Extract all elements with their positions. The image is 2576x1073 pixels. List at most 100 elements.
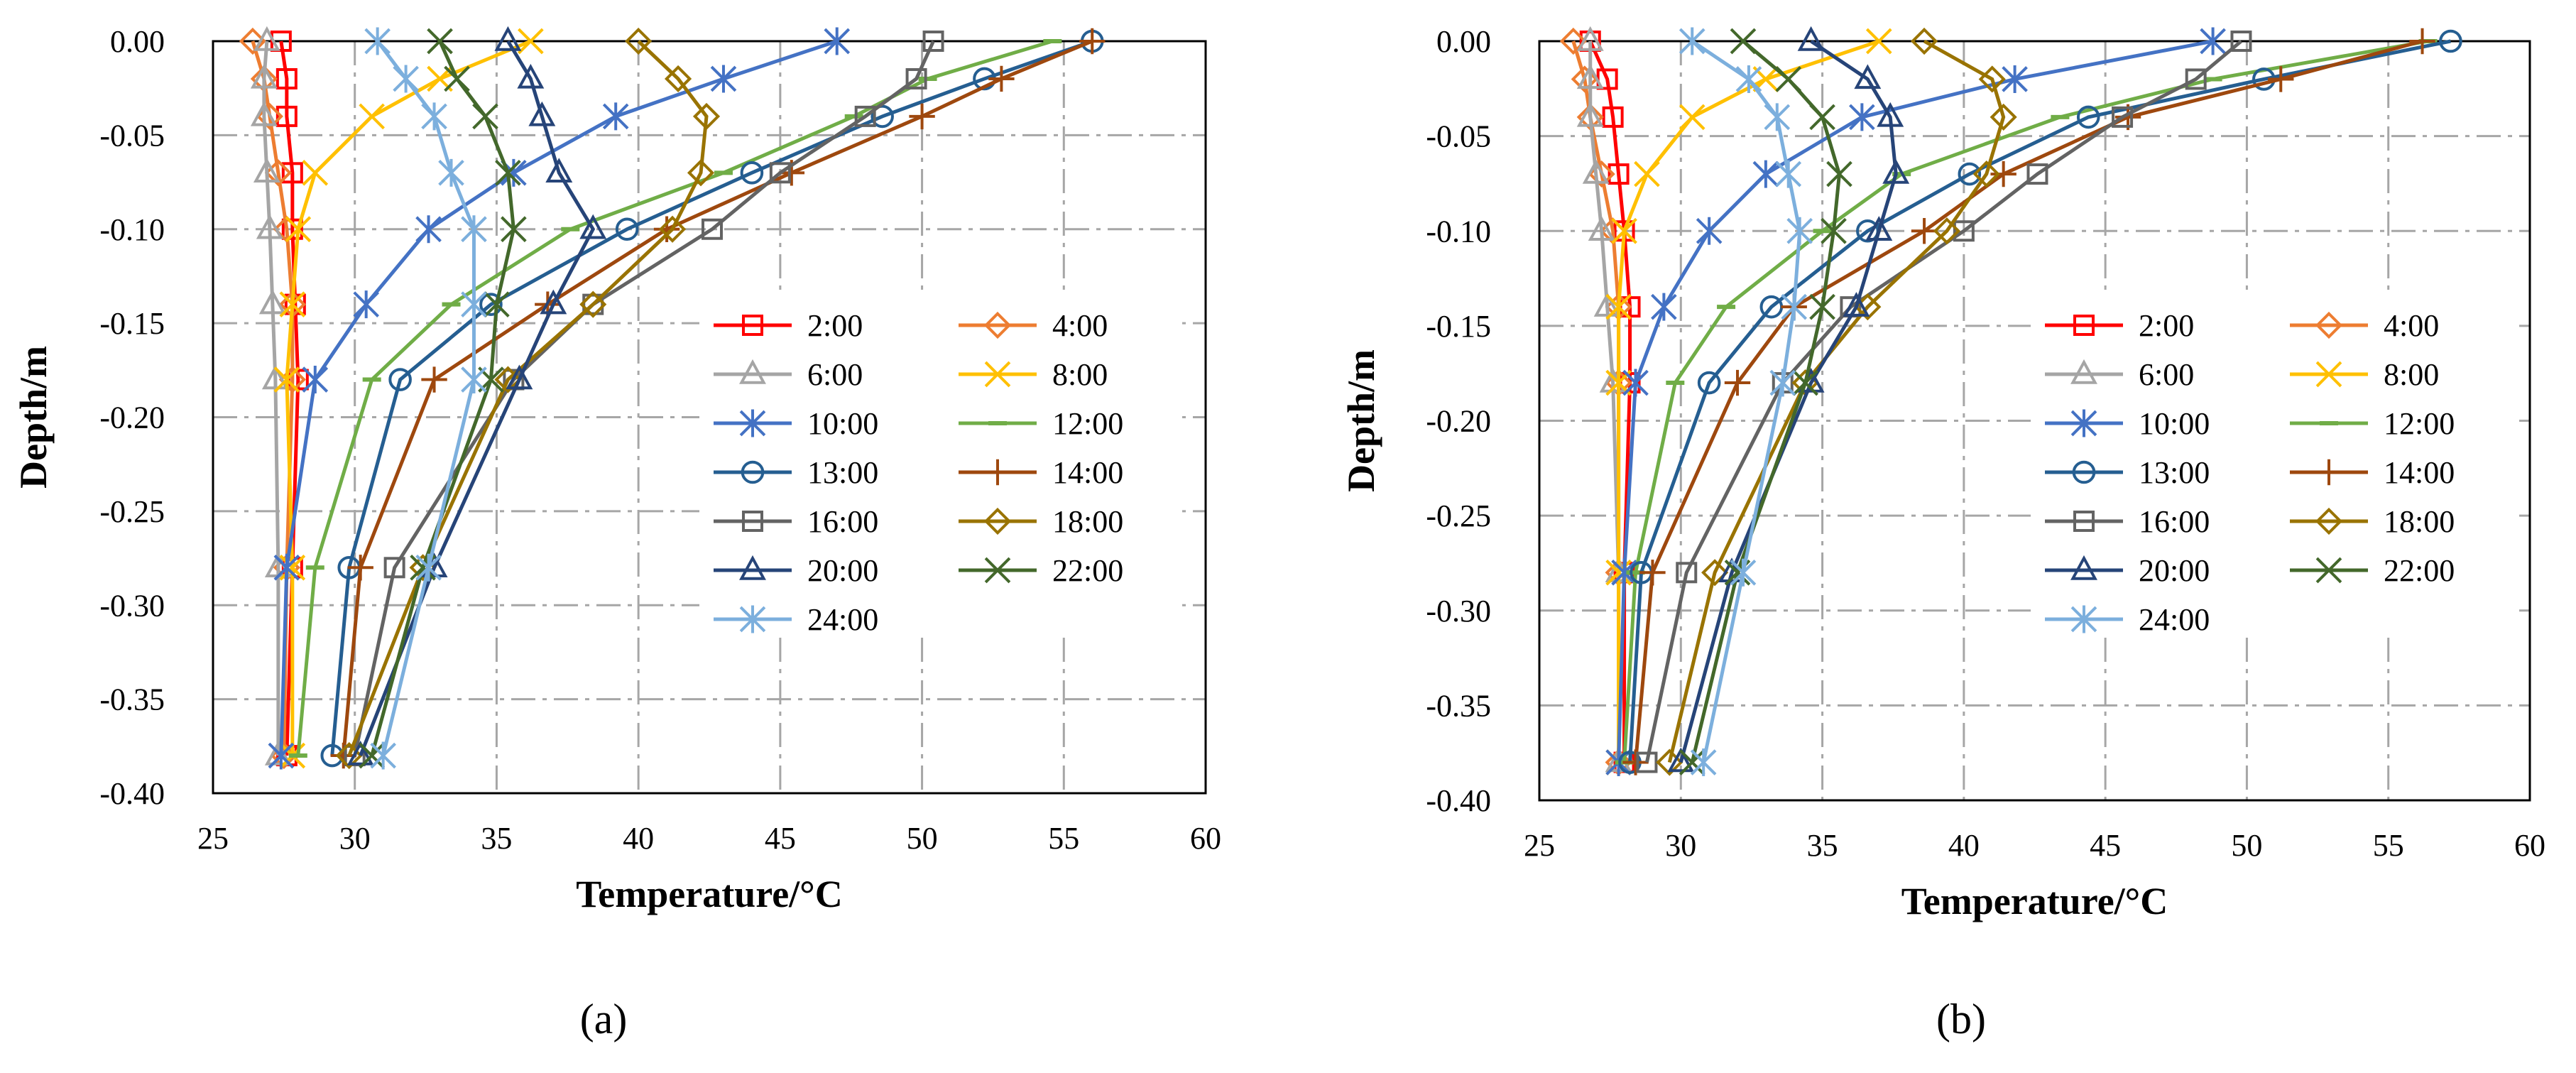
data-point — [1576, 26, 1604, 51]
data-point — [421, 102, 447, 131]
legend-swatch-marker — [739, 605, 766, 633]
y-tick-label: -0.20 — [1426, 404, 1491, 439]
data-point — [769, 162, 791, 184]
data-point — [2200, 27, 2226, 55]
data-point — [1611, 558, 1637, 587]
x-tick-label: 50 — [907, 821, 938, 856]
data-point — [239, 27, 266, 55]
x-tick-label: 45 — [765, 821, 796, 856]
data-point — [359, 103, 385, 130]
legend-item: 24:00 — [714, 602, 878, 637]
data-point — [582, 293, 604, 315]
data-point — [740, 161, 764, 185]
data-point — [261, 364, 289, 390]
y-tick-label: -0.15 — [99, 306, 165, 341]
data-point — [1593, 292, 1621, 317]
data-point — [905, 67, 927, 89]
legend-swatch-marker — [983, 311, 1012, 339]
data-point — [1676, 562, 1698, 584]
data-point — [579, 214, 607, 239]
data-point — [518, 28, 544, 55]
data-point — [1910, 27, 1938, 55]
data-point — [602, 102, 629, 131]
legend-label: 12:00 — [1052, 406, 1123, 441]
legend-swatch-marker — [742, 315, 763, 336]
data-point — [1605, 293, 1632, 320]
data-point — [2409, 28, 2435, 55]
legend-item: 16:00 — [714, 504, 878, 539]
series-line — [1628, 39, 2451, 763]
data-point — [1792, 369, 1818, 396]
series-1000 — [1605, 27, 2226, 777]
data-point — [1809, 293, 1835, 320]
plot-frame — [212, 40, 1207, 795]
x-tick-label: 25 — [1524, 828, 1555, 863]
data-point — [1775, 66, 1802, 92]
data-point — [988, 65, 1015, 92]
legend-label: 14:00 — [2384, 455, 2455, 490]
series-line — [1588, 41, 1621, 763]
chart-panel-b: 25 30 35 40 45 50 55 60 0.00 -0.05 -0.10 -0.15 -0.20… — [1340, 24, 2545, 1042]
panel-label: (a) — [580, 996, 628, 1042]
data-point — [1576, 64, 1604, 89]
data-point — [528, 101, 556, 126]
y-tick-label: -0.25 — [99, 494, 165, 529]
data-point — [359, 742, 385, 769]
data-point — [415, 215, 442, 244]
legend-label: 6:00 — [807, 357, 863, 392]
legend-swatch-marker — [741, 460, 765, 484]
legend-label: 18:00 — [1052, 504, 1123, 539]
data-point — [545, 158, 573, 183]
data-point — [1990, 160, 2016, 187]
data-point — [268, 741, 295, 770]
legend-label: 4:00 — [2384, 308, 2439, 343]
legend-label: 20:00 — [2139, 553, 2210, 588]
x-tick-label: 40 — [1948, 828, 1980, 863]
data-point — [1588, 216, 1615, 241]
data-point — [1634, 160, 1660, 187]
legend-swatch-marker — [2070, 555, 2097, 580]
data-point — [330, 742, 356, 769]
data-point — [370, 741, 396, 770]
legend-label: 4:00 — [1052, 308, 1108, 343]
x-tick-label: 30 — [339, 821, 371, 856]
y-tick-label: 0.00 — [1436, 24, 1491, 59]
data-point — [427, 28, 453, 55]
legend-item: 24:00 — [2045, 602, 2210, 637]
legend-label: 10:00 — [2139, 406, 2210, 441]
legend-swatch-marker — [984, 557, 1011, 584]
y-tick-label: 0.00 — [110, 24, 165, 59]
legend-item: 8:00 — [959, 357, 1108, 392]
legend-item: 13:00 — [2045, 455, 2210, 490]
legend-label: 13:00 — [2139, 455, 2210, 490]
data-point — [495, 160, 521, 186]
data-point — [279, 291, 306, 317]
data-point — [383, 557, 405, 579]
data-point — [1576, 102, 1604, 127]
legend-swatch-marker — [984, 459, 1011, 486]
data-point — [1701, 559, 1729, 587]
y-tick-label: -0.10 — [99, 212, 165, 247]
data-point — [253, 158, 280, 183]
x-tick-label: 60 — [1190, 821, 1221, 856]
legend-label: 10:00 — [807, 406, 878, 441]
x-tick-label: 25 — [197, 821, 229, 856]
data-point — [364, 27, 391, 55]
data-point — [256, 214, 283, 239]
x-tick-label: 60 — [2514, 828, 2545, 863]
legend-label: 16:00 — [2139, 504, 2210, 539]
data-point — [353, 290, 380, 319]
legend-item: 12:00 — [959, 406, 1123, 441]
data-point — [1990, 103, 2017, 131]
data-point — [615, 217, 639, 241]
legend-swatch-marker — [983, 507, 1012, 535]
data-point — [415, 553, 442, 582]
data-point — [824, 27, 851, 55]
legend-item: 13:00 — [714, 455, 878, 490]
legend-item: 14:00 — [2290, 455, 2455, 490]
legend: 2:00 4:00 6:00 8:00 10:00 12:00 13:00 14:00 16:0… — [699, 295, 1182, 637]
data-point — [2439, 29, 2462, 53]
data-point — [494, 26, 522, 51]
data-point — [1690, 748, 1717, 777]
data-point — [1809, 104, 1835, 131]
